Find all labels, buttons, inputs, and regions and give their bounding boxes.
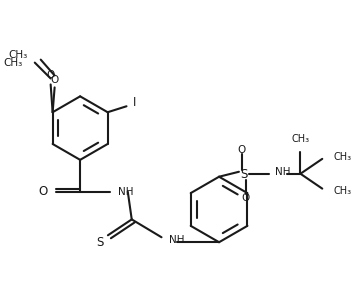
Text: I: I bbox=[132, 96, 136, 109]
Text: CH₃: CH₃ bbox=[333, 186, 351, 196]
Text: CH₃: CH₃ bbox=[4, 58, 23, 68]
Text: CH₃: CH₃ bbox=[291, 134, 310, 144]
Text: CH₃: CH₃ bbox=[9, 50, 28, 60]
Text: O: O bbox=[238, 145, 246, 155]
Text: O: O bbox=[46, 70, 55, 80]
Text: O: O bbox=[50, 76, 59, 85]
Text: NH: NH bbox=[275, 167, 290, 177]
Text: S: S bbox=[96, 236, 104, 249]
Text: CH₃: CH₃ bbox=[333, 152, 351, 162]
Text: NH: NH bbox=[118, 187, 134, 197]
Text: O: O bbox=[38, 185, 47, 198]
Text: S: S bbox=[240, 168, 247, 181]
Text: O: O bbox=[242, 193, 250, 202]
Text: NH: NH bbox=[170, 235, 185, 245]
